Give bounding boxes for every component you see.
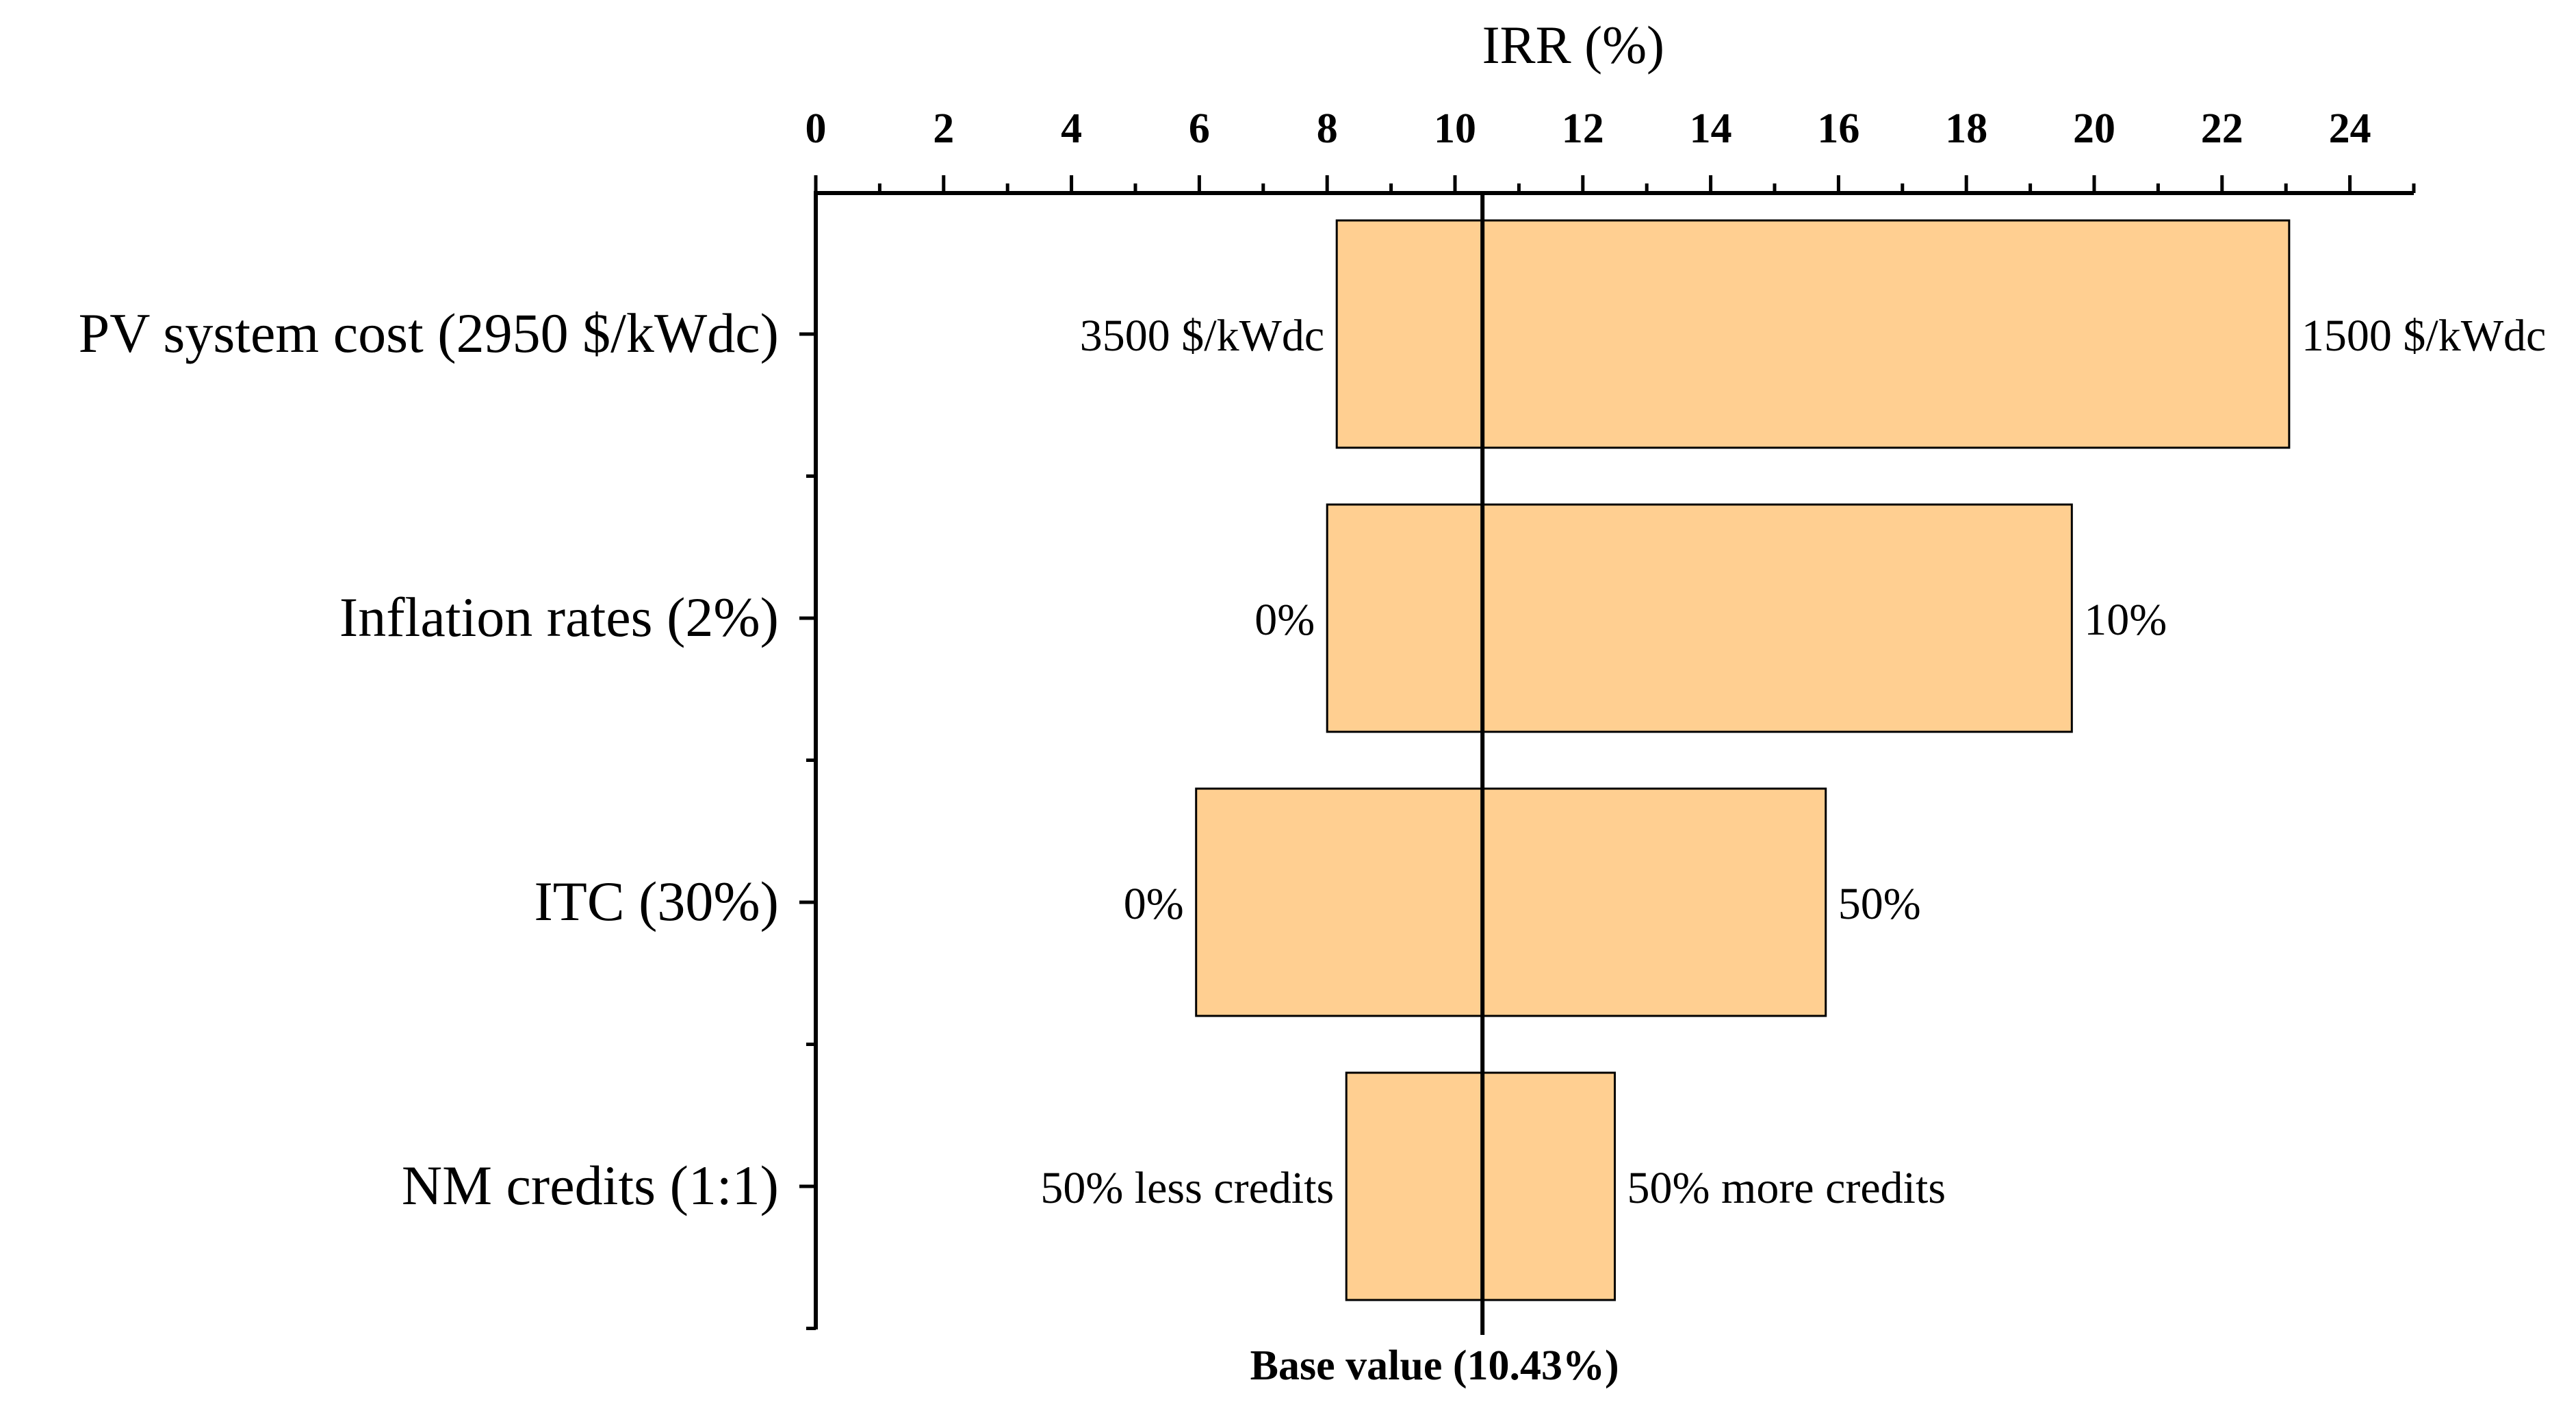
category-label: PV system cost (2950 $/kWdc): [79, 302, 779, 364]
base-value-label: Base value (10.43%): [1250, 1342, 1619, 1389]
x-tick-label: 14: [1690, 105, 1732, 152]
x-tick-label: 16: [1817, 105, 1859, 152]
x-tick-label: 18: [1945, 105, 1987, 152]
x-tick-label: 10: [1434, 105, 1476, 152]
x-tick-label: 24: [2329, 105, 2371, 152]
bar-low-label: 50% less credits: [1040, 1163, 1334, 1213]
x-tick-label: 12: [1562, 105, 1604, 152]
x-tick-label: 6: [1189, 105, 1210, 152]
bar-high-label: 50% more credits: [1627, 1163, 1946, 1213]
bar-high-label: 10%: [2084, 595, 2167, 645]
bars: 3500 $/kWdc 1500 $/kWdc 0% 10% 0% 50% 50% less…: [1040, 219, 2546, 1301]
x-tick-label: 8: [1317, 105, 1338, 152]
x-tick-label: 0: [806, 105, 827, 152]
bar-low-label: 3500 $/kWdc: [1080, 311, 1324, 361]
y-axis-ticks: PV system cost (2950 $/kWdc) Inflation ra…: [79, 302, 816, 1330]
x-axis-ticks: 0 2 4 6 8 10 12 14 16 18 20 22 24: [806, 105, 2416, 193]
x-tick-label: 20: [2073, 105, 2115, 152]
category-label: Inflation rates (2%): [339, 586, 779, 648]
bar-low-label: 0%: [1254, 595, 1315, 645]
x-axis-title: IRR (%): [1482, 15, 1664, 75]
tornado-bar: [1326, 503, 2073, 733]
category-label: NM credits (1:1): [402, 1154, 779, 1216]
x-tick-label: 2: [933, 105, 954, 152]
tornado-bar: [1195, 787, 1827, 1017]
bar-low-label: 0%: [1124, 879, 1184, 929]
bar-high-label: 1500 $/kWdc: [2302, 311, 2546, 361]
tornado-bar: [1335, 219, 2291, 449]
bar-high-label: 50%: [1838, 879, 1921, 929]
x-tick-label: 22: [2201, 105, 2243, 152]
x-tick-label: 4: [1061, 105, 1082, 152]
category-label: ITC (30%): [534, 870, 779, 932]
